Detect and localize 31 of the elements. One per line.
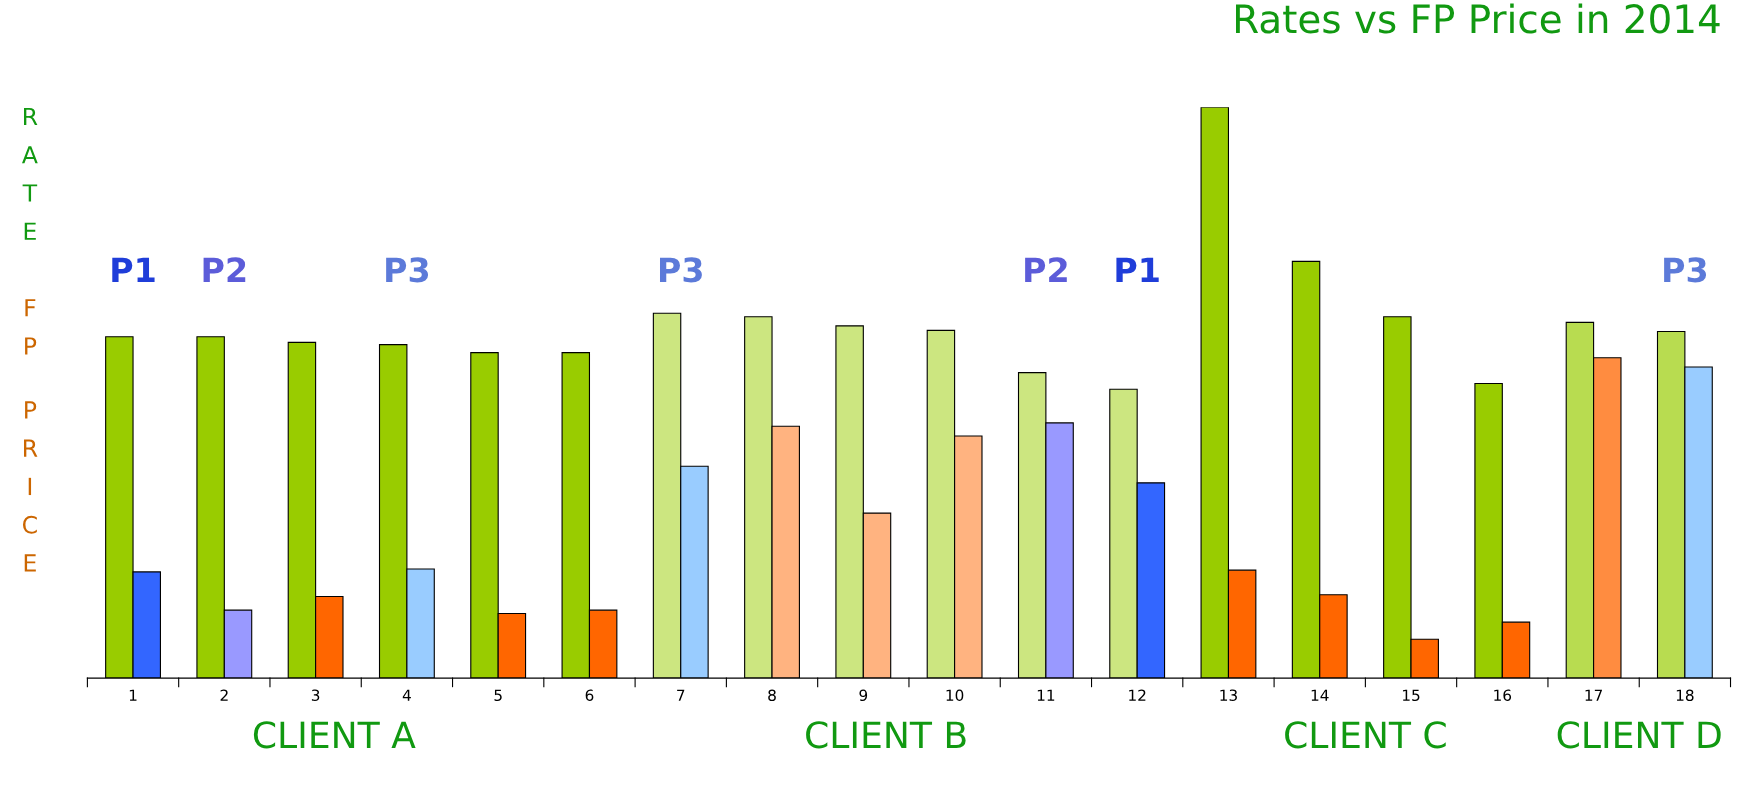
x-tick-label: 14 <box>1311 689 1329 701</box>
annotation: P1 <box>1116 257 1159 282</box>
x-tick-label: 10 <box>946 689 964 702</box>
x-tick-label: 17 <box>1585 689 1603 701</box>
x-tick-label: 2 <box>220 689 228 701</box>
x-tick-label: 15 <box>1402 689 1420 702</box>
annotation: P3 <box>660 257 702 283</box>
text: RATE FP PRICE <box>22 107 38 572</box>
text: CLIENT A <box>253 721 416 749</box>
x-tick-label: 8 <box>768 689 776 702</box>
x-tick-label: 9 <box>859 689 868 702</box>
x-tick-label: 13 <box>1220 689 1237 702</box>
x-tick-label: 18 <box>1676 689 1694 702</box>
text: CLIENT B <box>806 721 966 749</box>
annotation: P3 <box>1664 257 1707 283</box>
text: CLIENT D <box>1557 721 1721 749</box>
x-tick-label: 7 <box>677 689 685 701</box>
annotation: P2 <box>1025 257 1067 282</box>
x-tick-label: 12 <box>1129 689 1146 701</box>
x-tick-label: 16 <box>1494 689 1512 702</box>
annotation: P2 <box>203 257 246 282</box>
x-tick-label: 3 <box>311 689 320 702</box>
text: CLIENT C <box>1285 721 1446 749</box>
x-tick-label: 5 <box>494 689 502 702</box>
x-tick-label: 4 <box>402 689 411 701</box>
chart-title: Rates vs FP Price in 2014 <box>1236 3 1720 34</box>
annotation: P1 <box>112 257 155 282</box>
x-tick-label: 11 <box>1037 689 1055 701</box>
annotation: P3 <box>386 257 429 283</box>
x-tick-label: 1 <box>129 689 137 701</box>
x-tick-label: 6 <box>585 689 594 702</box>
